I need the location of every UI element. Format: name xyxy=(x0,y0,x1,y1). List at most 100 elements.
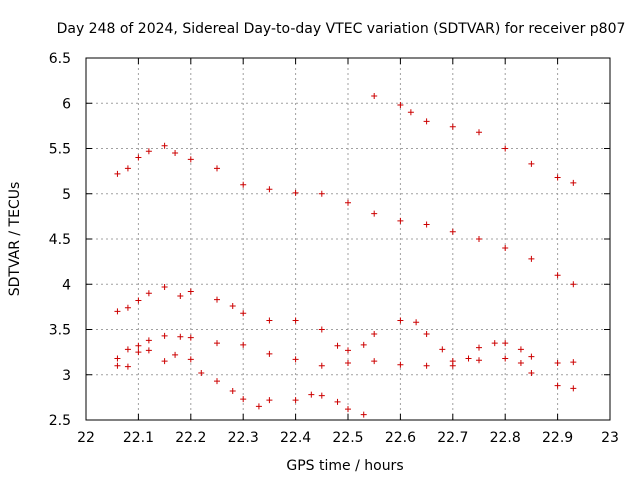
data-point xyxy=(240,396,247,403)
data-point xyxy=(345,347,351,354)
y-axis-label: SDTVAR / TECUs xyxy=(7,182,23,297)
x-axis-label: GPS time / hours xyxy=(286,458,403,474)
data-point xyxy=(476,344,482,351)
data-point xyxy=(439,346,446,353)
data-point xyxy=(124,346,131,353)
data-point xyxy=(423,362,430,369)
series-satellite-b xyxy=(114,142,577,288)
data-point xyxy=(229,302,236,309)
data-point xyxy=(502,145,509,152)
data-point xyxy=(528,160,535,167)
data-point xyxy=(187,156,194,163)
data-point xyxy=(161,283,168,290)
x-tick-label: 22.9 xyxy=(542,430,573,446)
data-point xyxy=(114,362,121,369)
data-point xyxy=(371,93,378,100)
data-point xyxy=(397,361,404,368)
data-point xyxy=(476,357,482,364)
y-tick-label: 4 xyxy=(62,277,71,293)
data-point xyxy=(318,392,325,399)
data-point xyxy=(517,346,524,353)
data-point xyxy=(502,245,509,252)
data-point xyxy=(135,342,142,349)
x-tick-label: 22.8 xyxy=(490,430,521,446)
data-point xyxy=(449,123,456,130)
y-tick-label: 3.5 xyxy=(49,323,71,339)
data-point xyxy=(554,382,561,389)
data-point xyxy=(407,109,414,116)
data-point xyxy=(124,165,131,172)
y-axis-tick-labels: 2.5 3 3.5 4 4.5 5 5.5 6 6.5 xyxy=(49,51,71,429)
x-tick-label: 22.2 xyxy=(175,430,206,446)
data-point xyxy=(554,174,561,181)
data-point xyxy=(292,356,299,363)
data-point xyxy=(161,358,168,365)
data-point xyxy=(345,406,351,413)
data-point xyxy=(198,369,205,376)
data-point xyxy=(476,129,482,136)
series-satellite-a xyxy=(371,93,577,186)
data-point xyxy=(187,288,194,295)
x-tick-label: 22.5 xyxy=(332,430,363,446)
data-point xyxy=(172,351,179,358)
data-point xyxy=(114,170,121,177)
data-point xyxy=(345,199,351,206)
x-tick-label: 22 xyxy=(77,430,95,446)
data-point xyxy=(465,355,472,362)
data-point xyxy=(145,337,152,344)
data-point xyxy=(318,326,325,333)
data-point xyxy=(397,317,404,324)
data-point xyxy=(292,317,299,324)
data-point xyxy=(214,165,220,172)
data-point xyxy=(397,102,404,109)
data-point xyxy=(491,340,498,347)
x-tick-label: 22.7 xyxy=(437,430,468,446)
y-tick-label: 3 xyxy=(62,368,71,384)
x-axis-tick-labels: 22 22.1 22.2 22.3 22.4 22.5 22.6 22.7 22.8 22.9 23 xyxy=(77,430,619,446)
data-point xyxy=(423,221,430,228)
x-tick-label: 22.6 xyxy=(385,430,416,446)
data-point xyxy=(570,281,577,288)
data-point xyxy=(266,350,273,357)
data-point xyxy=(570,179,577,186)
data-point xyxy=(124,304,131,311)
data-point xyxy=(240,341,247,348)
data-point xyxy=(135,154,142,161)
data-point xyxy=(517,359,524,366)
x-tick-label: 23 xyxy=(601,430,619,446)
data-point xyxy=(423,331,430,338)
data-point xyxy=(161,332,168,339)
data-point xyxy=(371,331,378,338)
data-point xyxy=(528,353,535,360)
y-tick-label: 5 xyxy=(62,187,71,203)
data-point xyxy=(214,378,220,385)
data-point xyxy=(502,355,509,362)
data-point xyxy=(177,333,184,340)
data-point xyxy=(240,310,247,317)
series-satellite-d xyxy=(114,332,577,392)
data-point xyxy=(345,359,351,366)
data-point xyxy=(360,341,367,348)
data-point xyxy=(177,293,184,300)
data-point xyxy=(528,369,535,376)
data-point xyxy=(449,362,456,369)
data-point xyxy=(135,349,142,356)
data-point xyxy=(554,272,561,279)
data-point xyxy=(554,359,561,366)
data-point xyxy=(187,334,194,341)
data-point xyxy=(570,385,577,392)
y-tick-label: 5.5 xyxy=(49,142,71,158)
data-point xyxy=(371,358,378,365)
data-point xyxy=(187,356,194,363)
x-tick-label: 22.4 xyxy=(280,430,311,446)
data-point xyxy=(318,362,325,369)
grid xyxy=(86,58,610,420)
data-point xyxy=(135,297,142,304)
data-point xyxy=(502,340,509,347)
y-tick-label: 6.5 xyxy=(49,51,71,67)
data-point xyxy=(229,388,236,395)
data-point xyxy=(266,317,273,324)
data-point xyxy=(318,190,325,197)
data-point xyxy=(145,347,152,354)
